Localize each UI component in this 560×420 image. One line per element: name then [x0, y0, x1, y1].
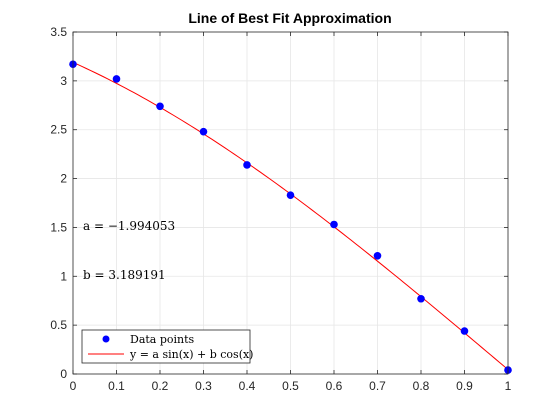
legend-label-fit-line: y = a sin(x) + b cos(x)	[129, 348, 253, 361]
y-tick-label: 2	[60, 172, 67, 186]
x-tick-label: 0.1	[108, 379, 125, 393]
y-tick-label: 1	[60, 269, 67, 283]
x-tick-label: 1	[505, 379, 512, 393]
data-point	[156, 102, 164, 111]
legend-marker-data-points	[102, 335, 110, 343]
x-tick-label: 0.3	[195, 379, 212, 393]
x-axis: 0 0.1 0.2 0.3 0.4 0.5 0.6 0.7 0.8 0.9 1	[70, 32, 512, 393]
x-tick-label: 0.9	[456, 379, 473, 393]
legend-box	[81, 329, 251, 364]
annotation-a: a = −1.994053	[83, 219, 175, 233]
y-tick-label: 0.5	[50, 318, 67, 332]
y-tick-label: 2.5	[50, 123, 67, 137]
data-point	[286, 191, 295, 199]
data-point	[417, 294, 425, 303]
legend-label-data-points: Data points	[130, 333, 195, 346]
data-point	[243, 161, 251, 169]
x-tick-label: 0.2	[152, 379, 169, 393]
data-point	[330, 220, 338, 229]
chart-title: Line of Best Fit Approximation	[188, 10, 391, 26]
y-tick-label: 0	[60, 367, 67, 381]
data-point	[373, 251, 382, 260]
annotation-b: b = 3.189191	[83, 268, 166, 282]
legend: Data points y = a sin(x) + b cos(x)	[81, 329, 253, 364]
data-point	[199, 127, 208, 136]
data-point	[460, 327, 469, 335]
x-tick-label: 0.8	[413, 379, 430, 393]
x-tick-label: 0.5	[282, 379, 299, 393]
x-tick-label: 0.4	[239, 379, 256, 393]
x-tick-label: 0.7	[369, 379, 386, 393]
y-axis: 0 0.5 1 1.5 2 2.5 3 3.5	[50, 25, 508, 381]
x-tick-label: 0.6	[326, 379, 343, 393]
x-tick-label: 0	[70, 379, 77, 393]
y-tick-label: 3	[60, 74, 67, 88]
data-point	[112, 75, 121, 83]
y-tick-label: 1.5	[50, 220, 67, 234]
y-tick-label: 3.5	[50, 25, 67, 39]
grid	[73, 32, 508, 374]
